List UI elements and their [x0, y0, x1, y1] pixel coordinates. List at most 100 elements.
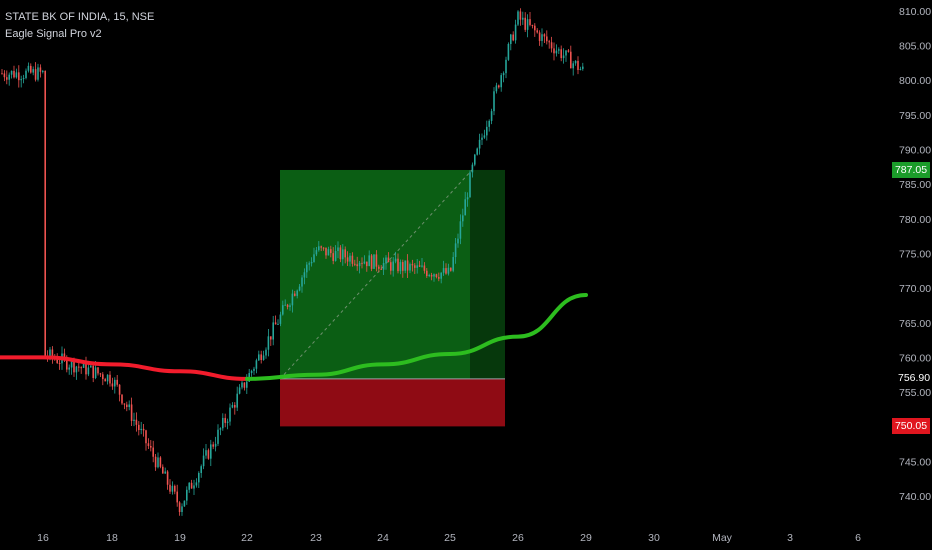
candle-body [447, 267, 450, 274]
candle-body [346, 257, 349, 262]
candle-body [238, 387, 241, 394]
candle-body [471, 164, 474, 173]
candle-body [574, 60, 577, 64]
candle-body [186, 489, 188, 501]
candle-body [565, 50, 567, 56]
candle-body [486, 126, 488, 136]
candle-body [440, 272, 442, 279]
candle-body [337, 247, 339, 252]
candle-body [320, 246, 322, 248]
candle-body [361, 262, 363, 264]
candle-body [123, 403, 126, 405]
candle-body [478, 139, 481, 149]
candle-body [452, 257, 454, 271]
candle-body [70, 360, 73, 368]
candle-body [133, 419, 135, 421]
time-axis[interactable]: 16 18 19 22 23 24 25 26 29 30 May 3 6 [37, 532, 861, 544]
price-tick-label: 765.00 [899, 318, 931, 330]
candle-body [282, 305, 284, 315]
candle-body [404, 260, 406, 271]
candle-body [572, 63, 574, 69]
candle-body [25, 70, 27, 79]
candle-body [138, 424, 140, 431]
candle-body [579, 68, 582, 70]
candle-body [382, 262, 385, 270]
candle-body [428, 274, 430, 277]
candle-body [375, 254, 378, 267]
candle-body [548, 41, 550, 43]
candle-body [8, 74, 10, 80]
candle-body [80, 367, 82, 369]
candle-body [344, 249, 346, 258]
price-tick-label: 775.00 [899, 248, 931, 260]
candle-body [469, 172, 471, 198]
price-tick-label: 785.00 [899, 179, 931, 191]
candle-body [193, 485, 195, 489]
candle-body [464, 199, 466, 216]
time-tick-label: 26 [512, 532, 524, 544]
candle-body [102, 374, 104, 380]
candle-body [152, 447, 154, 457]
candle-body [296, 290, 298, 296]
candlestick-series [1, 8, 584, 516]
candle-body [142, 428, 145, 431]
candle-body [130, 404, 133, 421]
symbol-title[interactable]: STATE BK OF INDIA, 15, NSE [5, 11, 155, 23]
candle-body [502, 73, 505, 76]
candle-body [49, 349, 51, 357]
candle-body [258, 354, 260, 361]
candle-body [445, 268, 447, 274]
candle-body [435, 274, 438, 278]
candle-body [188, 482, 190, 490]
price-tick-label: 795.00 [899, 110, 931, 122]
trade-path-line [279, 169, 473, 380]
candle-body [66, 357, 68, 370]
loss-zone [280, 378, 505, 427]
candle-body [164, 471, 166, 474]
candle-body [495, 85, 498, 92]
candle-body [510, 34, 512, 44]
candle-body [507, 43, 510, 60]
price-tick-label: 800.00 [899, 75, 931, 87]
candle-body [442, 268, 445, 273]
candle-body [399, 262, 402, 272]
candle-body [217, 429, 219, 444]
candle-body [109, 374, 111, 384]
candle-body [358, 262, 361, 267]
candle-body [332, 253, 334, 261]
price-axis[interactable]: 810.00 805.00 800.00 795.00 790.00 785.00 780.… [899, 6, 931, 503]
candle-body [56, 358, 58, 363]
candle-body [526, 19, 529, 30]
candle-body [13, 70, 15, 78]
candle-body [200, 466, 202, 474]
candle-body [538, 32, 541, 41]
candle-body [546, 36, 548, 42]
candle-body [20, 79, 22, 81]
price-tick-label: 740.00 [899, 491, 931, 503]
candle-body [241, 382, 243, 388]
price-tick-label: 790.00 [899, 145, 931, 157]
candle-body [174, 485, 176, 492]
take-profit-price-badge: 787.05 [892, 161, 930, 178]
candle-body [1, 73, 3, 75]
candle-body [522, 17, 524, 20]
candle-body [301, 277, 303, 287]
candle-body [368, 255, 370, 267]
candle-body [308, 263, 310, 265]
price-tick-label: 810.00 [899, 6, 931, 18]
candle-body [354, 263, 356, 265]
candle-body [315, 250, 318, 255]
candle-body [75, 366, 78, 373]
candle-body [553, 48, 555, 54]
candle-body [416, 265, 418, 268]
time-tick-label: 22 [241, 532, 253, 544]
candle-body [246, 381, 248, 388]
candle-body [114, 379, 116, 387]
candle-body [330, 249, 332, 254]
candle-body [224, 417, 226, 423]
indicator-name[interactable]: Eagle Signal Pro v2 [5, 28, 102, 40]
candle-body [519, 11, 522, 20]
price-tick-label: 805.00 [899, 41, 931, 53]
candle-body [229, 407, 231, 422]
